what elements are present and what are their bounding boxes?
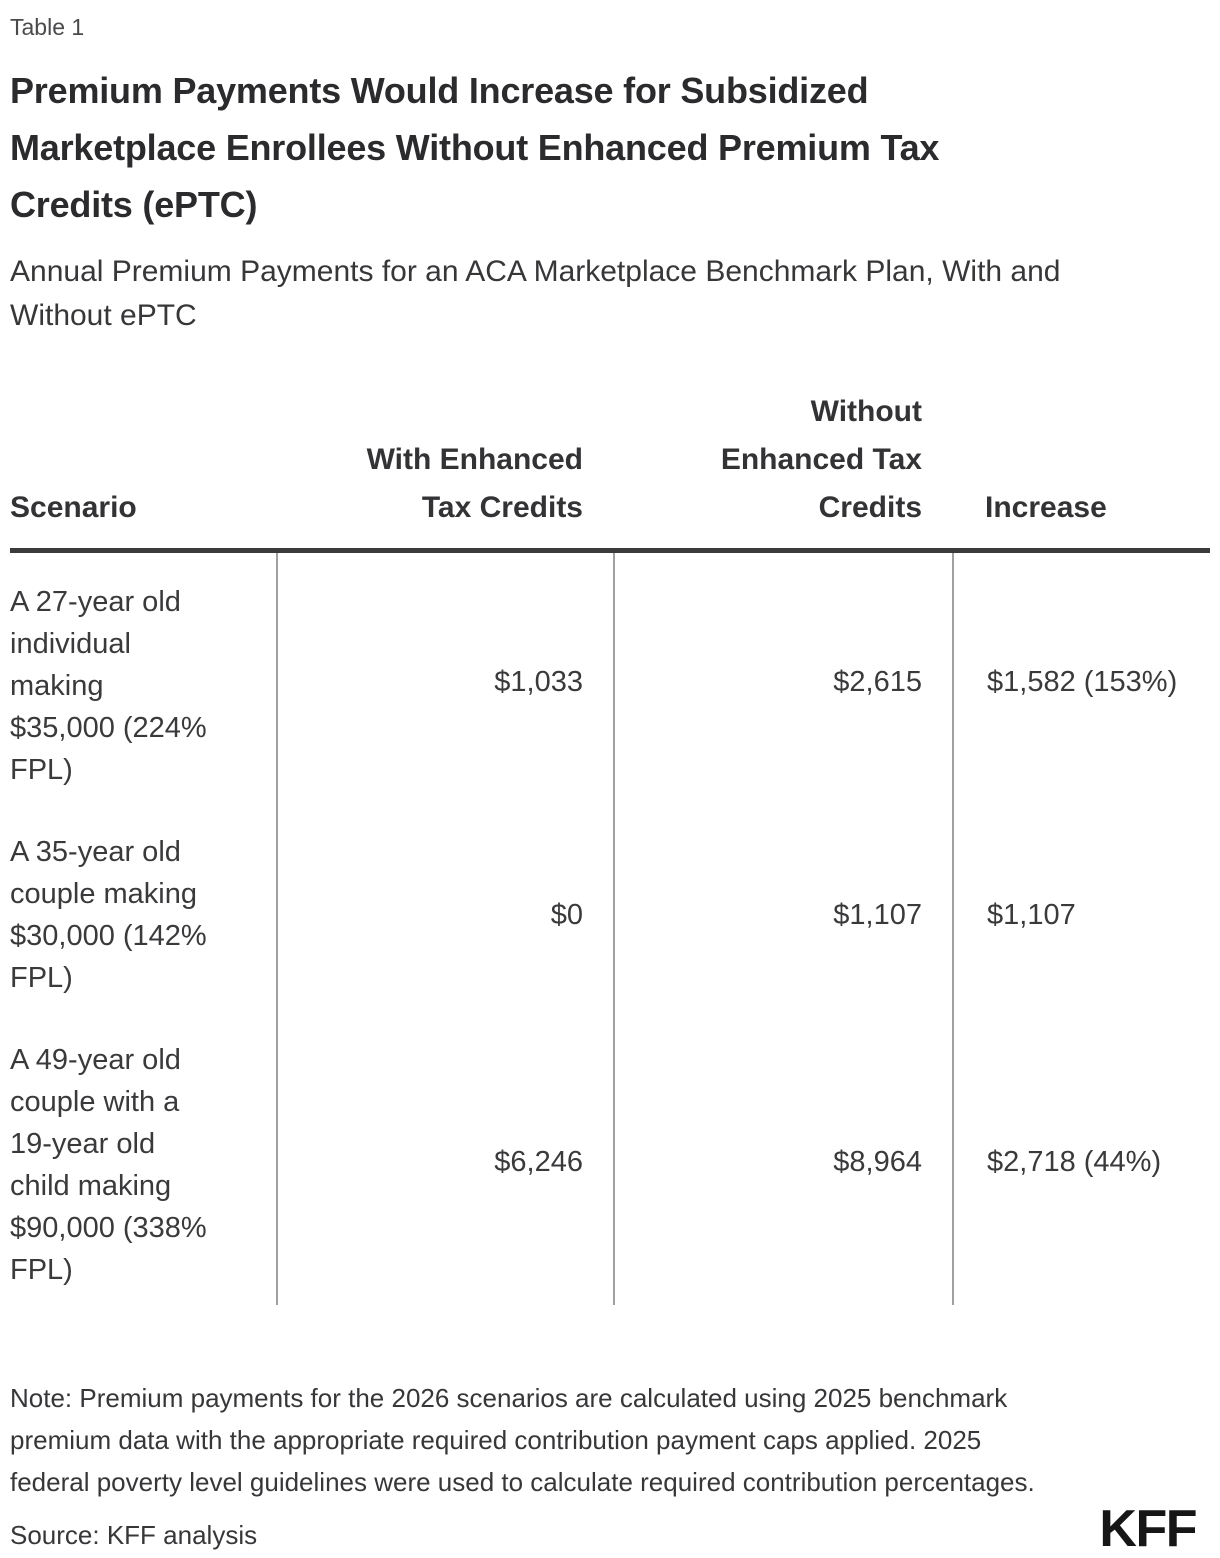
increase-value-cell: $1,107 bbox=[952, 811, 1210, 1019]
with-eptc-value-cell: $6,246 bbox=[276, 1019, 613, 1305]
source-text: Source: KFF analysis bbox=[10, 1520, 258, 1550]
increase-value-cell: $2,718 (44%) bbox=[952, 1019, 1210, 1305]
without-eptc-value-cell: $8,964 bbox=[613, 1019, 952, 1305]
table-label: Table 1 bbox=[10, 14, 85, 40]
kff-logo: KFF bbox=[1099, 1500, 1197, 1558]
column-header-with-enhanced-tax-credits: With Enhanced Tax Credits bbox=[366, 443, 583, 524]
with-eptc-value-cell: $0 bbox=[276, 811, 613, 1019]
increase-value-cell: $1,582 (153%) bbox=[952, 553, 1210, 811]
column-header-increase: Increase bbox=[985, 491, 1107, 524]
page-title: Premium Payments Would Increase for Subs… bbox=[10, 70, 940, 225]
scenario-cell: A 49-year old couple with a 19-year old … bbox=[10, 1044, 207, 1286]
table-row: A 35-year old couple making $30,000 (142… bbox=[10, 811, 1210, 1019]
scenario-cell: A 35-year old couple making $30,000 (142… bbox=[10, 836, 207, 994]
table-row: A 27-year old individual making $35,000 … bbox=[10, 553, 1210, 811]
table-header-row: Scenario With Enhanced Tax Credits Witho… bbox=[10, 388, 1210, 553]
column-header-without-enhanced-tax-credits: Without Enhanced Tax Credits bbox=[720, 395, 922, 524]
without-eptc-value-cell: $1,107 bbox=[613, 811, 952, 1019]
page-subtitle: Annual Premium Payments for an ACA Marke… bbox=[10, 255, 1061, 332]
scenario-cell: A 27-year old individual making $35,000 … bbox=[10, 586, 207, 786]
with-eptc-value-cell: $1,033 bbox=[276, 553, 613, 811]
note-text: Note: Premium payments for the 2026 scen… bbox=[10, 1383, 1035, 1497]
table-row: A 49-year old couple with a 19-year old … bbox=[10, 1019, 1210, 1305]
data-table: Scenario With Enhanced Tax Credits Witho… bbox=[10, 388, 1210, 1305]
footer-row: Source: KFF analysis KFF bbox=[10, 1500, 1210, 1558]
column-header-scenario: Scenario bbox=[10, 491, 137, 524]
without-eptc-value-cell: $2,615 bbox=[613, 553, 952, 811]
table-body: A 27-year old individual making $35,000 … bbox=[10, 553, 1210, 1305]
